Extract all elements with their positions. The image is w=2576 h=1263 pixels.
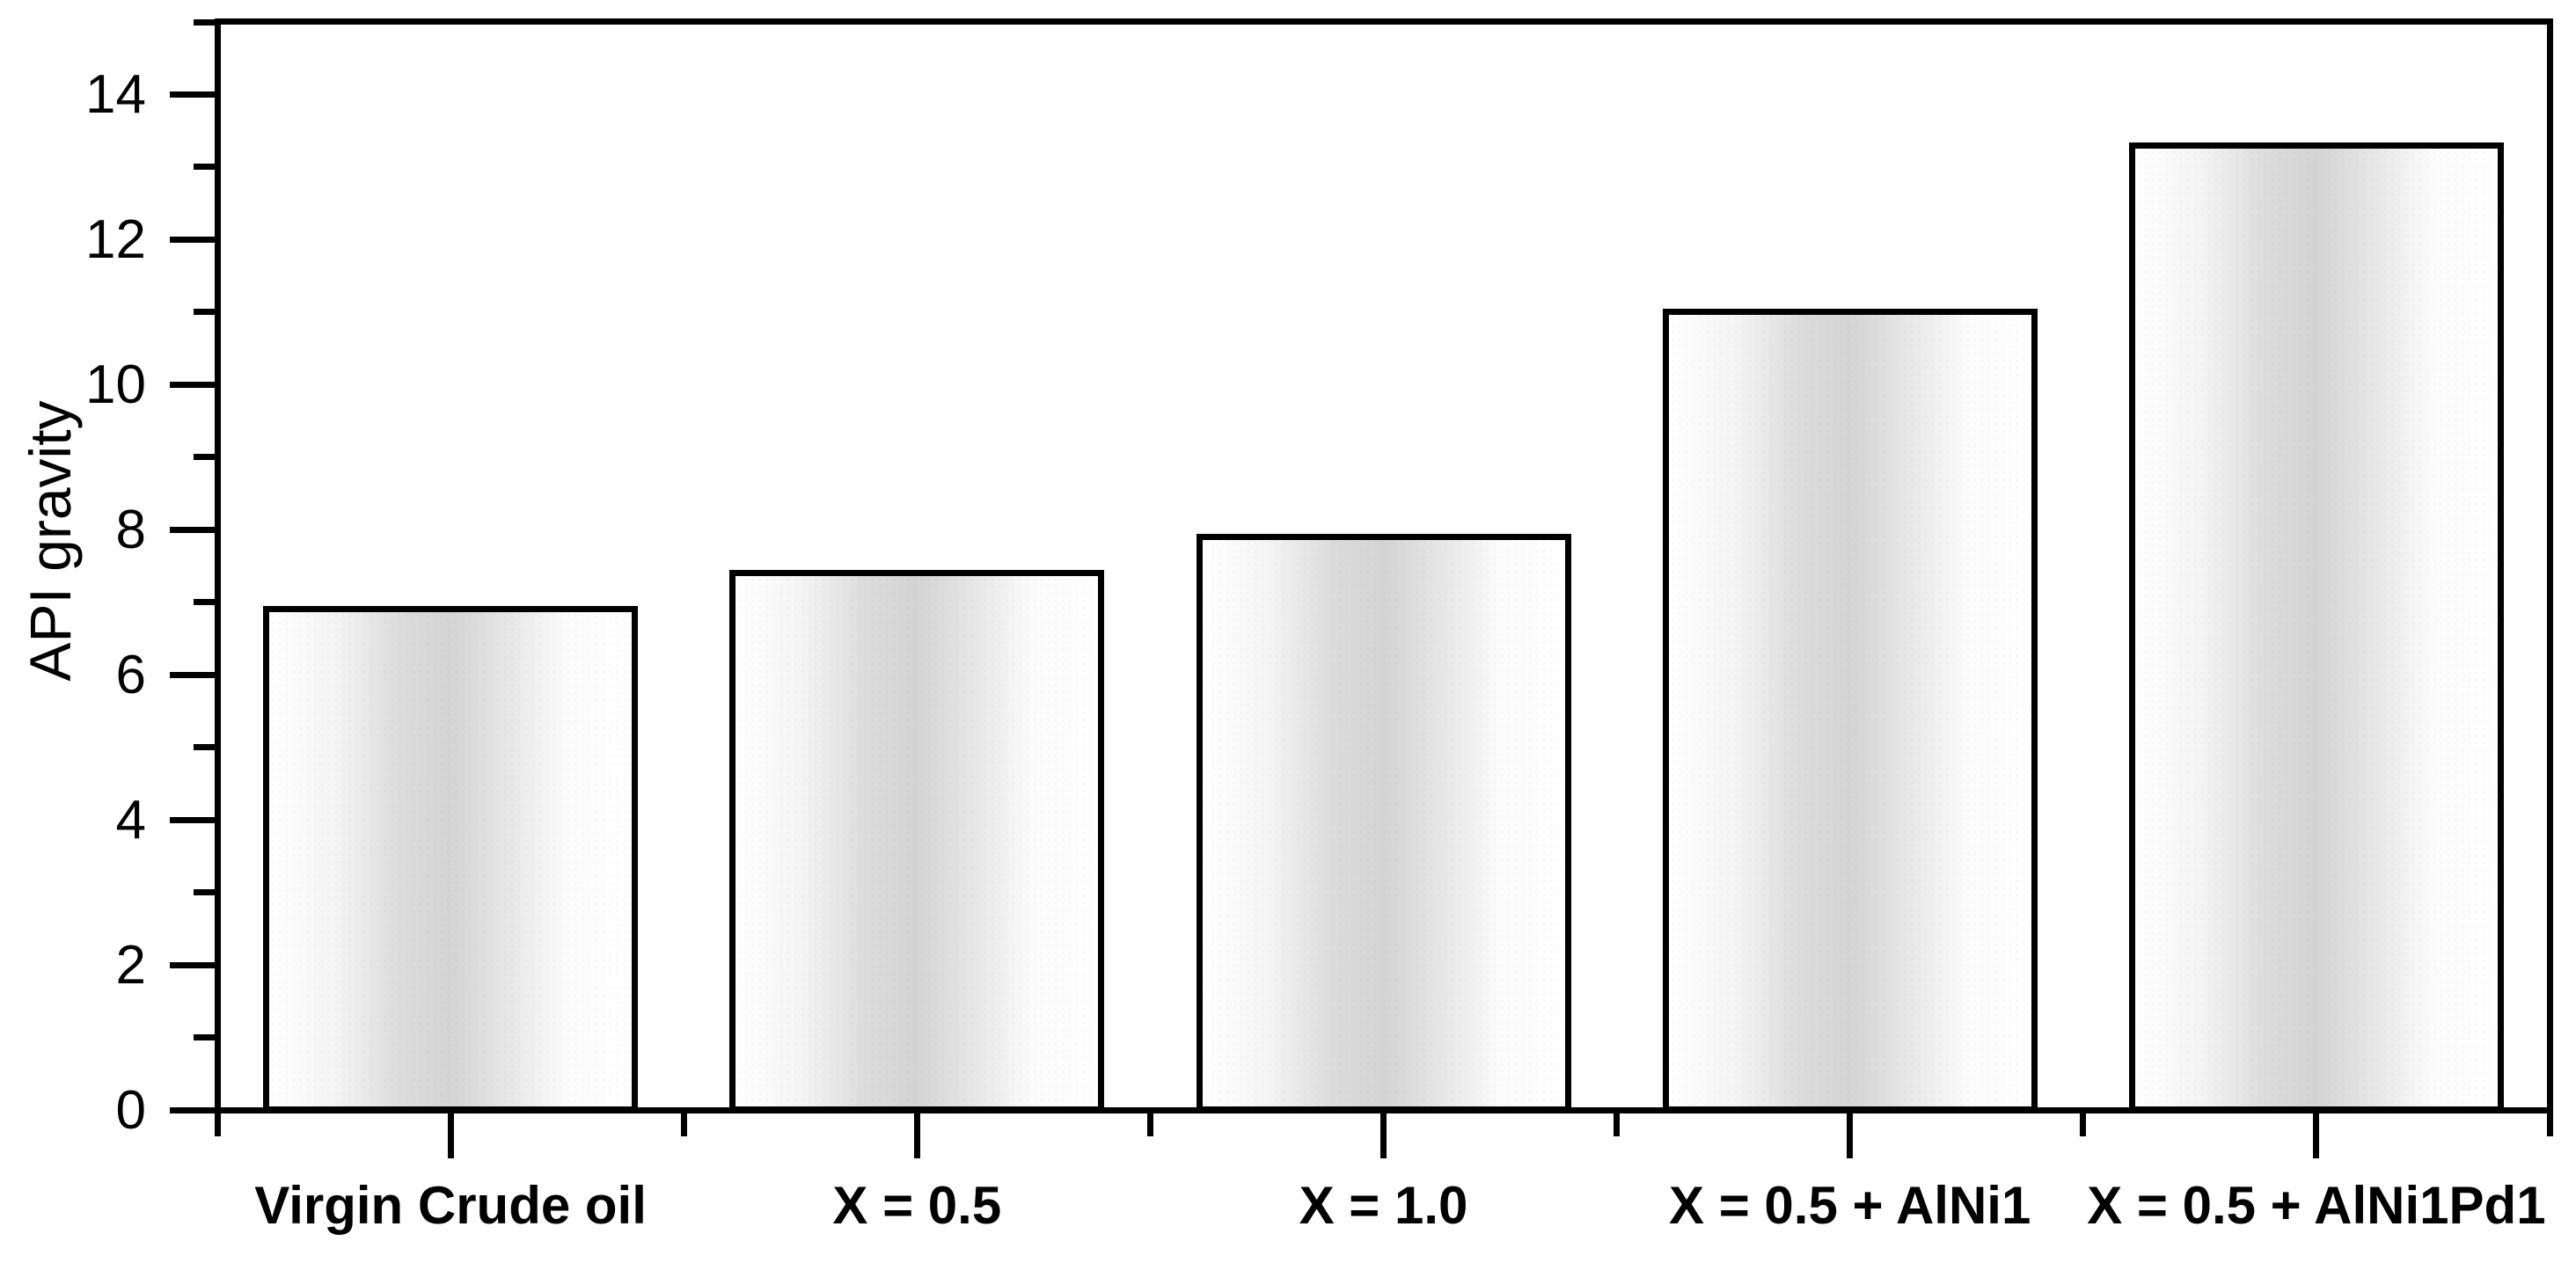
y-axis-minor-tick: [194, 1034, 217, 1041]
y-axis-minor-tick: [194, 599, 217, 606]
x-axis-major-tick: [2313, 1110, 2320, 1158]
y-axis-minor-tick: [194, 18, 217, 26]
y-axis-major-tick: [170, 1106, 217, 1113]
y-axis-minor-tick: [194, 309, 217, 316]
y-axis-minor-tick: [194, 889, 217, 896]
y-axis-minor-tick: [194, 164, 217, 171]
y-axis-tick-label: 2: [115, 934, 146, 996]
x-axis-major-tick: [1847, 1110, 1854, 1158]
x-axis-boundary-tick: [214, 1110, 221, 1136]
bar: [1196, 534, 1571, 1113]
bar: [729, 570, 1105, 1113]
x-axis-major-tick: [447, 1110, 454, 1158]
y-axis-major-tick: [170, 91, 217, 98]
y-axis-tick-label: 4: [115, 789, 146, 851]
y-axis-major-tick: [170, 961, 217, 968]
y-axis-minor-tick: [194, 454, 217, 461]
y-axis-major-tick: [170, 236, 217, 243]
x-axis-category-label: X = 0.5 + AlNi1: [1669, 1175, 2031, 1235]
y-axis-tick-label: 0: [115, 1079, 146, 1141]
x-axis-boundary-tick: [1614, 1110, 1621, 1136]
y-axis-major-tick: [170, 381, 217, 388]
y-axis-minor-tick: [194, 744, 217, 751]
x-axis-major-tick: [913, 1110, 920, 1158]
y-axis-major-tick: [170, 671, 217, 678]
x-axis-category-label: Virgin Crude oil: [254, 1175, 647, 1235]
y-axis-tick-label: 10: [85, 354, 146, 415]
y-axis-tick-label: 14: [85, 63, 146, 125]
y-axis-major-tick: [170, 816, 217, 823]
x-axis-major-tick: [1380, 1110, 1387, 1158]
bar: [2128, 142, 2504, 1113]
bar: [1662, 309, 2038, 1113]
y-axis-major-tick: [170, 526, 217, 533]
y-axis-tick-label: 12: [85, 208, 146, 270]
x-axis-category-label: X = 0.5: [832, 1175, 1002, 1235]
x-axis-boundary-tick: [1146, 1110, 1153, 1136]
x-axis-boundary-tick: [2080, 1110, 2087, 1136]
x-axis-boundary-tick: [680, 1110, 687, 1136]
y-axis-tick-label: 6: [115, 644, 146, 705]
x-axis-boundary-tick: [2546, 1110, 2553, 1136]
bar: [263, 606, 639, 1113]
y-axis-tick-label: 8: [115, 499, 146, 560]
x-axis-category-label: X = 1.0: [1299, 1175, 1468, 1235]
x-axis-category-label: X = 0.5 + AlNi1Pd1: [2087, 1175, 2546, 1235]
